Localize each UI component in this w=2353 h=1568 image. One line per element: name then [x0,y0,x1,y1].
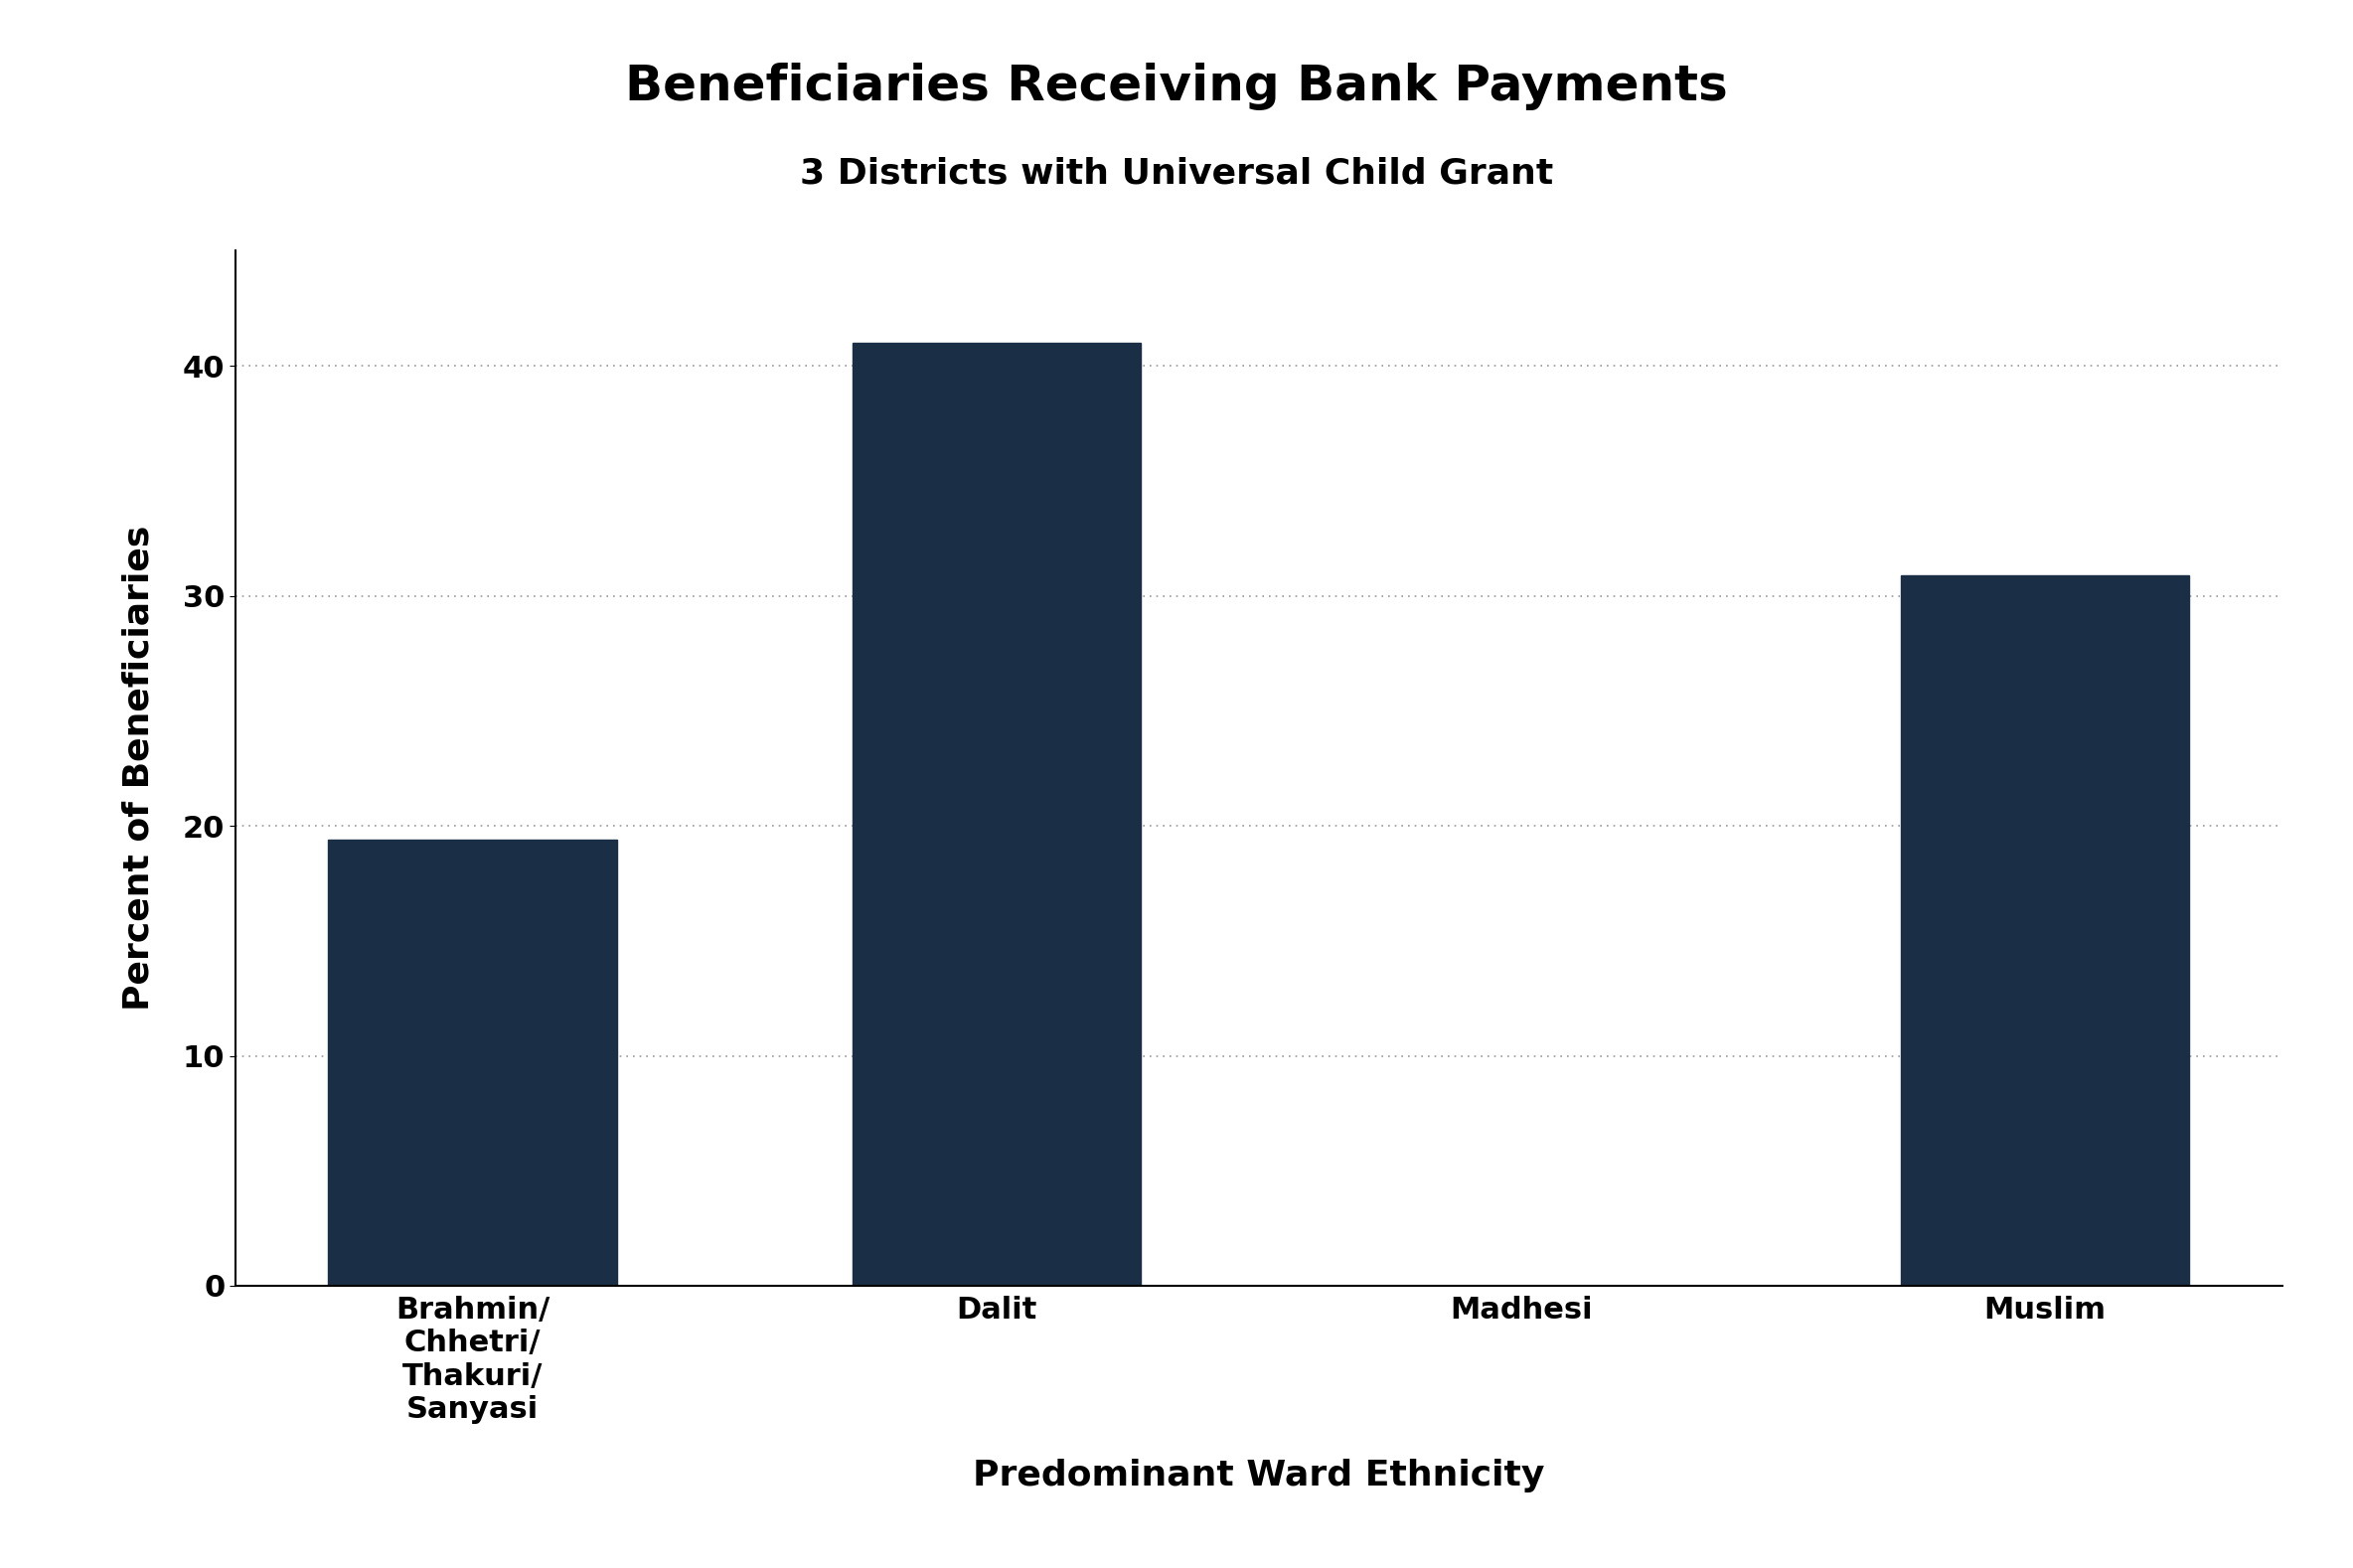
Bar [1901,575,2188,1286]
Bar [852,343,1141,1286]
Y-axis label: Percent of Beneficiaries: Percent of Beneficiaries [122,525,155,1011]
Text: Beneficiaries Receiving Bank Payments: Beneficiaries Receiving Bank Payments [626,63,1727,110]
Text: 3 Districts with Universal Child Grant: 3 Districts with Universal Child Grant [800,157,1553,191]
X-axis label: Predominant Ward Ethnicity: Predominant Ward Ethnicity [974,1458,1544,1493]
Bar [329,839,616,1286]
